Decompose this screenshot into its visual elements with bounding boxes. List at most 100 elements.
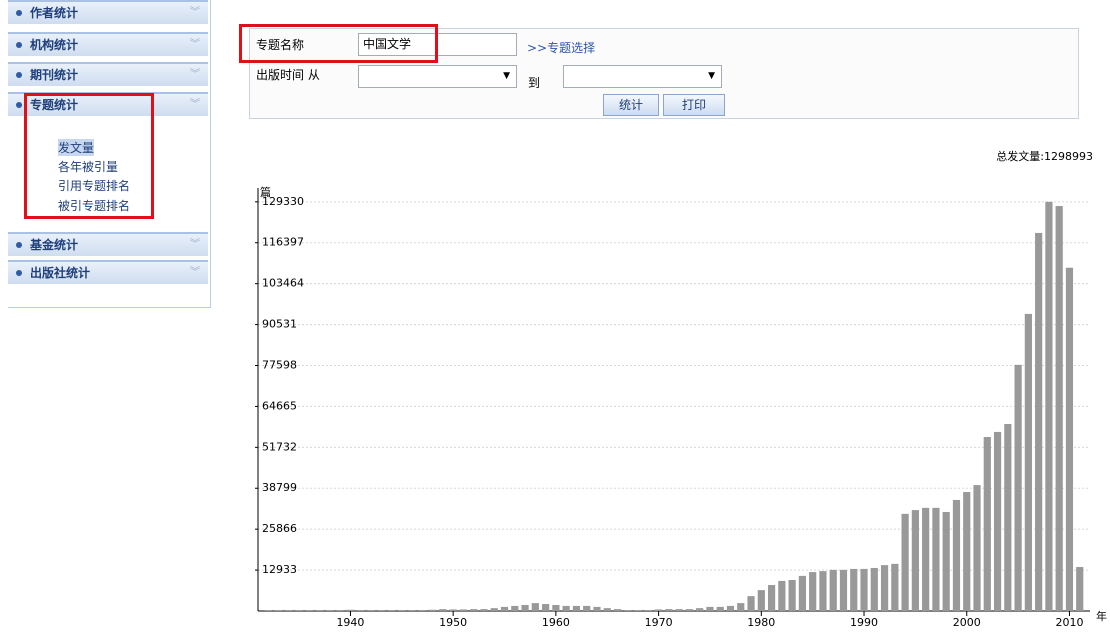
stat-button[interactable]: 统计 xyxy=(603,94,659,116)
bar xyxy=(603,608,611,611)
bar xyxy=(583,605,591,611)
bar xyxy=(942,511,950,611)
bar xyxy=(367,610,375,611)
submenu-item[interactable]: 发文量 xyxy=(58,139,95,156)
bar xyxy=(901,513,909,611)
field-label: 专题名称 xyxy=(256,38,305,52)
submenu-item[interactable]: 被引专题排名 xyxy=(58,199,131,213)
menu-header[interactable]: 基金统计 ︾ xyxy=(8,232,208,256)
menu-label: 机构统计 xyxy=(30,38,79,52)
x-tick-label: 1940 xyxy=(336,616,364,629)
y-tick-label: 90531 xyxy=(262,318,297,331)
bar xyxy=(387,610,396,611)
x-tick-label: 1980 xyxy=(747,616,775,629)
bar xyxy=(377,610,385,611)
x-tick-label: 1990 xyxy=(850,616,878,629)
highlight-box xyxy=(239,24,438,63)
bar xyxy=(1045,201,1053,611)
bar xyxy=(809,572,817,611)
y-axis-label: 篇 xyxy=(260,185,271,199)
from-select[interactable]: ▼ xyxy=(358,65,517,88)
bar xyxy=(572,605,581,611)
bar xyxy=(459,609,468,611)
bar xyxy=(490,608,498,611)
bar xyxy=(747,596,755,611)
bar xyxy=(654,609,663,611)
to-select[interactable]: ▼ xyxy=(563,65,722,88)
bar xyxy=(521,604,529,611)
bar xyxy=(511,605,519,611)
x-axis-label: 年 xyxy=(1096,609,1107,623)
x-tick-label: 1960 xyxy=(542,616,570,629)
bar xyxy=(439,609,447,611)
bar xyxy=(911,510,919,611)
bar xyxy=(850,568,858,611)
bar xyxy=(1024,313,1032,611)
topic-link[interactable]: >>专题选择 xyxy=(527,41,596,55)
bar xyxy=(932,507,940,611)
y-tick-label: 77598 xyxy=(262,358,297,371)
total-label: 总发文量:1298993 xyxy=(996,149,1093,163)
menu-label: 作者统计 xyxy=(30,6,79,20)
bar xyxy=(788,579,796,611)
bar xyxy=(665,609,673,611)
bar xyxy=(274,610,283,611)
bar xyxy=(973,485,981,611)
y-tick-label: 64665 xyxy=(262,399,297,412)
menu-header[interactable]: 期刊统计 ︾ xyxy=(8,62,208,86)
bar xyxy=(778,580,786,611)
bar xyxy=(336,610,344,611)
bar xyxy=(891,563,899,611)
bar xyxy=(880,565,889,611)
y-tick-label: 51732 xyxy=(262,440,297,453)
menu-label: 期刊统计 xyxy=(30,68,79,82)
bar xyxy=(613,609,622,611)
menu-header[interactable]: 机构统计 ︾ xyxy=(8,32,208,56)
bar xyxy=(531,603,539,611)
bar xyxy=(829,569,837,611)
bar xyxy=(675,609,683,611)
bar xyxy=(860,568,868,611)
y-tick-label: 38799 xyxy=(262,481,297,494)
bar xyxy=(716,606,724,611)
bar xyxy=(480,609,488,611)
menu-header[interactable]: 出版社统计 ︾ xyxy=(8,260,208,284)
submenu-item[interactable]: 引用专题排名 xyxy=(58,179,131,193)
x-tick-label: 2000 xyxy=(953,616,981,629)
bar xyxy=(346,609,355,611)
bar xyxy=(357,610,365,611)
menu-header[interactable]: 作者统计 ︾ xyxy=(8,0,208,24)
bar xyxy=(870,567,878,611)
y-tick-label: 103464 xyxy=(262,277,304,290)
bar xyxy=(305,610,313,611)
bar xyxy=(819,571,827,611)
bar xyxy=(295,610,303,611)
bar xyxy=(326,610,334,611)
chart: 总发文量:1298993 篇 年 12933 25866 38799 51732 646… xyxy=(255,149,1107,629)
menu-label: 专题统计 xyxy=(30,98,79,112)
bar xyxy=(449,609,457,611)
bar xyxy=(285,610,293,611)
x-tick-label: 2010 xyxy=(1055,616,1083,629)
y-tick-label: 12933 xyxy=(262,563,297,576)
field-label: 到 xyxy=(528,76,541,90)
bar xyxy=(593,606,601,611)
bar xyxy=(264,610,272,611)
bar xyxy=(500,606,509,611)
menu-header[interactable]: 专题统计 ︾ xyxy=(8,92,208,116)
bar xyxy=(1065,267,1074,611)
bar xyxy=(696,608,704,611)
bar xyxy=(952,499,961,611)
print-button[interactable]: 打印 xyxy=(663,94,725,116)
bar xyxy=(706,606,714,611)
menu-label: 出版社统计 xyxy=(30,266,91,280)
bar xyxy=(418,610,426,611)
bar xyxy=(562,605,570,611)
bar xyxy=(624,610,632,611)
submenu-item[interactable]: 各年被引量 xyxy=(58,160,119,174)
bar xyxy=(1076,567,1084,611)
y-tick-label: 129330 xyxy=(262,195,304,208)
bar xyxy=(737,603,745,611)
bar xyxy=(1055,206,1063,611)
